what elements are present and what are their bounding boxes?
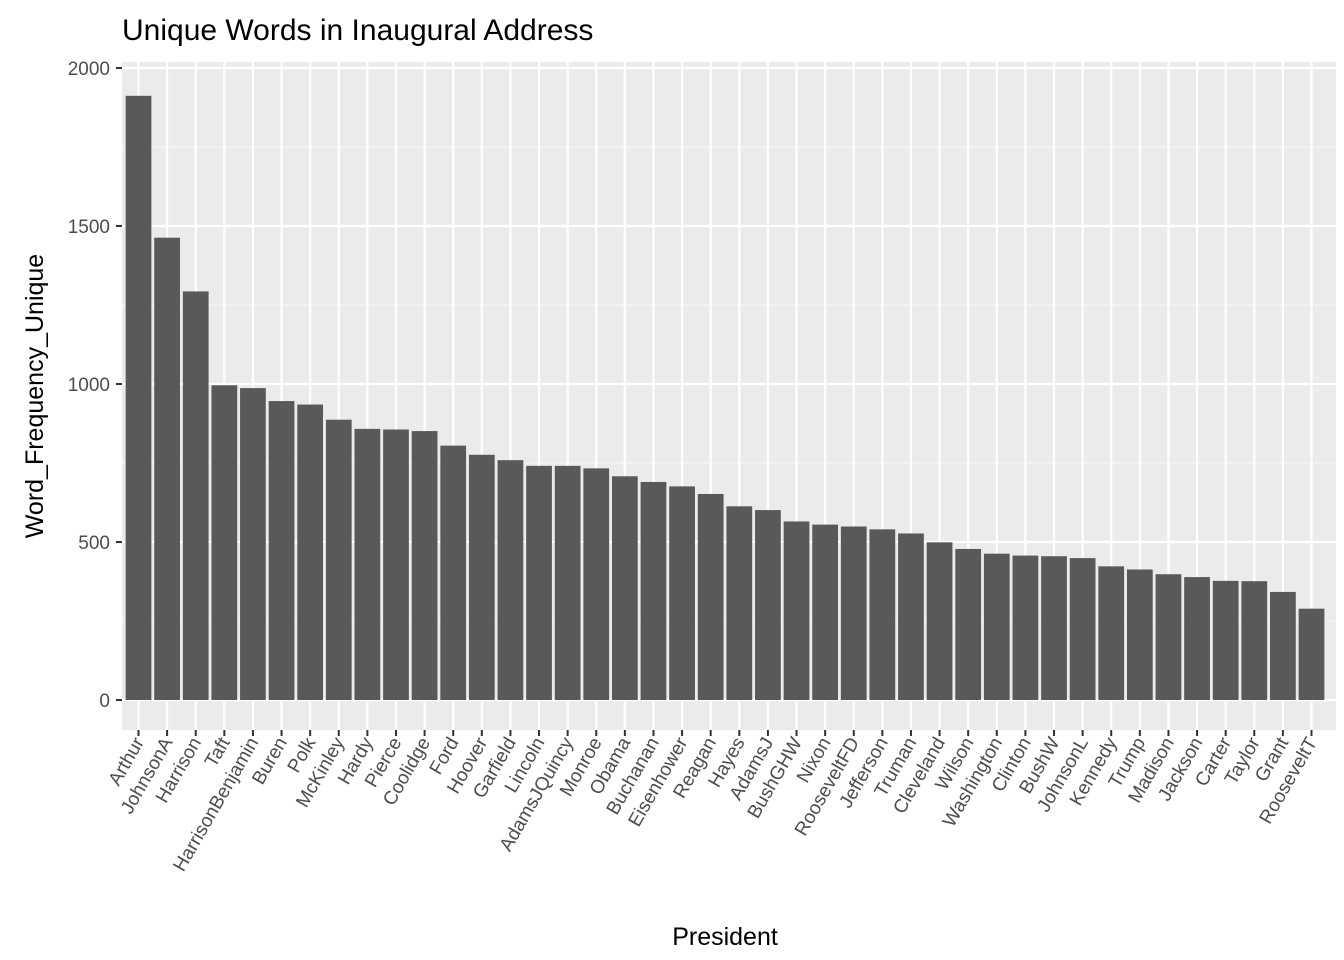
bar-JohnsonL <box>1069 558 1096 700</box>
bar-Grant <box>1270 591 1296 700</box>
bar-Ford <box>440 445 467 700</box>
bar-Jackson <box>1184 577 1210 700</box>
y-tick-label: 2000 <box>68 59 110 80</box>
bar-Wilson <box>955 548 982 700</box>
bar-Nixon <box>812 524 839 700</box>
bar-Jefferson <box>869 529 896 700</box>
bar-Monroe <box>583 468 610 700</box>
bar-Trump <box>1126 569 1153 700</box>
bar-Hayes <box>726 506 753 700</box>
bar-Washington <box>983 553 1010 700</box>
y-axis-title: Word_Frequency_Unique <box>21 254 49 538</box>
bar-AdamsJQuincy <box>554 465 581 700</box>
bars <box>125 95 1325 701</box>
bar-Garfield <box>497 460 524 700</box>
y-tick-label: 0 <box>99 691 110 712</box>
bar-Madison <box>1155 574 1182 700</box>
bar-Clinton <box>1012 555 1039 700</box>
bar-McKinley <box>325 419 352 700</box>
bar-Truman <box>898 533 924 700</box>
x-axis: ArthurJohnsonAHarrisonTaftHarrisonBenjam… <box>105 730 1322 875</box>
bar-Polk <box>297 404 324 700</box>
bar-Carter <box>1212 580 1239 700</box>
y-tick-label: 500 <box>78 533 110 554</box>
bar-BushW <box>1041 556 1067 700</box>
bar-Coolidge <box>411 431 438 700</box>
bar-Pierce <box>383 429 409 700</box>
bar-Buchanan <box>640 481 667 700</box>
bar-Obama <box>611 476 638 700</box>
bar-Reagan <box>697 493 724 700</box>
bar-Cleveland <box>926 542 953 700</box>
bar-Taft <box>211 385 238 700</box>
bar-AdamsJ <box>755 510 781 700</box>
bar-Lincoln <box>526 465 552 700</box>
bar-Kennedy <box>1098 566 1125 700</box>
bar-HarrisonBenjamin <box>240 388 266 700</box>
chart-title: Unique Words in Inaugural Address <box>122 14 593 47</box>
bar-Eisenhower <box>669 486 695 700</box>
bar-BushGHW <box>783 521 810 700</box>
x-axis-title: President <box>672 923 778 951</box>
bar-Buren <box>268 401 295 700</box>
y-axis: 0 500 1000 1500 2000 <box>68 59 122 712</box>
bar-Taylor <box>1241 581 1268 700</box>
bar-Hardy <box>354 428 381 700</box>
bar-Hoover <box>468 454 495 700</box>
y-tick-label: 1000 <box>68 375 110 396</box>
bar-JohnsonA <box>154 237 180 700</box>
bar-RooseveltT <box>1298 608 1325 700</box>
y-tick-label: 1500 <box>68 217 110 238</box>
bar-RooseveltFD <box>840 526 867 700</box>
bar-Harrison <box>182 291 209 700</box>
bar-Arthur <box>125 95 152 701</box>
